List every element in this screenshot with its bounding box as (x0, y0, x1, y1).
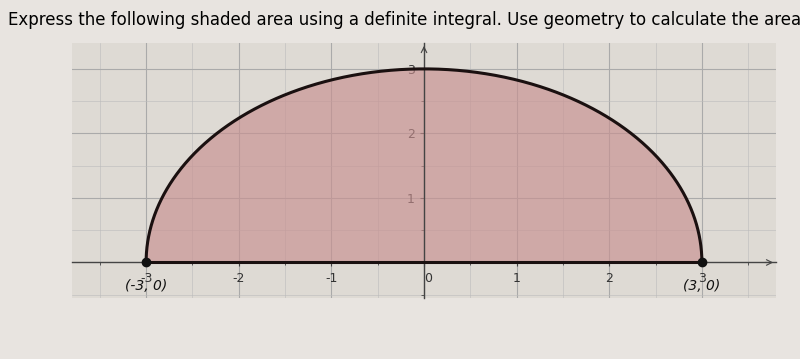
Polygon shape (146, 69, 702, 262)
Text: (-3, 0): (-3, 0) (125, 279, 167, 293)
Text: (3, 0): (3, 0) (683, 279, 721, 293)
Text: Express the following shaded area using a definite integral. Use geometry to cal: Express the following shaded area using … (8, 11, 800, 29)
